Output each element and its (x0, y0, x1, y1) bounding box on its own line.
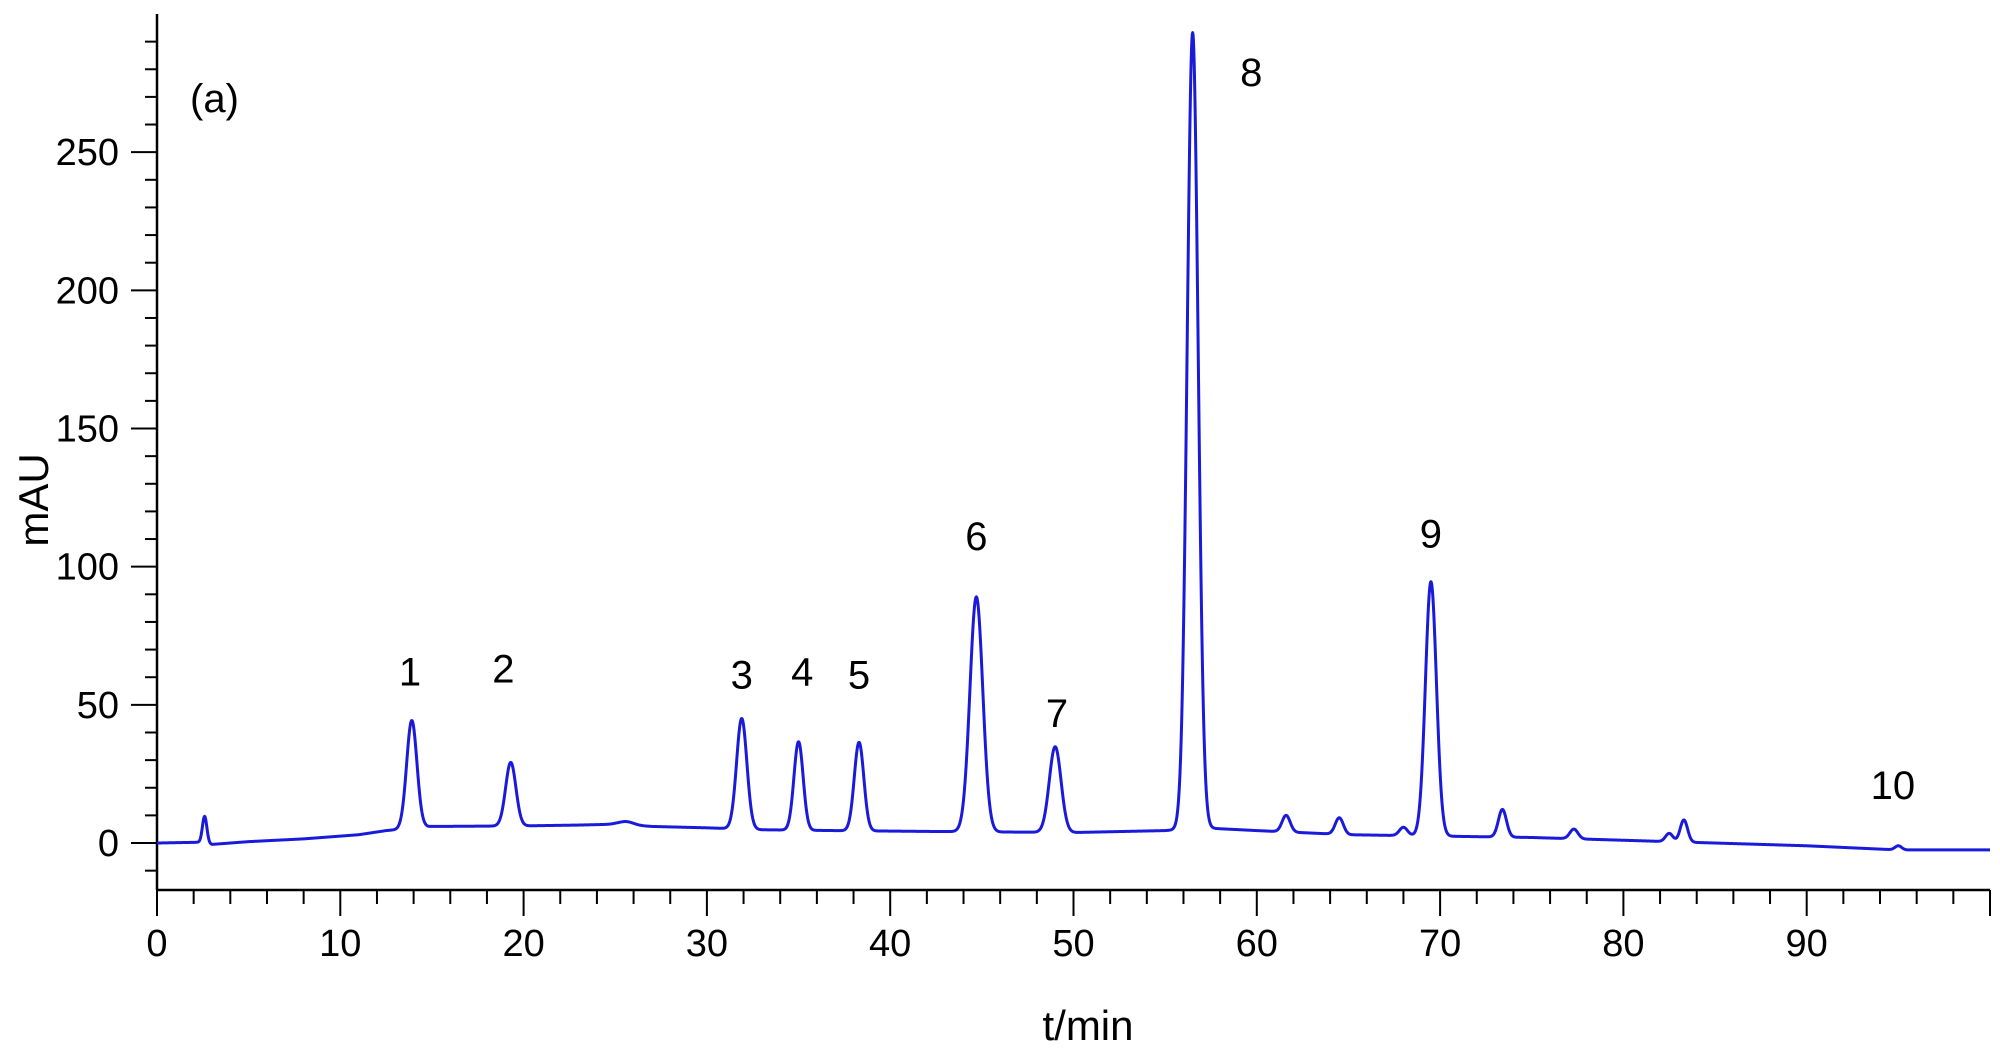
peak-labels: 1 2 3 4 5 6 7 8 9 10 (399, 51, 1915, 808)
y-tick-label: 200 (56, 270, 119, 312)
peak-label: 6 (965, 515, 987, 559)
x-axis-title: t/min (1042, 1002, 1133, 1049)
peak-label: 8 (1240, 51, 1262, 95)
x-tick-label: 20 (502, 923, 544, 965)
x-tick-label: 70 (1419, 923, 1461, 965)
x-tick-label: 50 (1052, 923, 1094, 965)
peak-label: 3 (731, 653, 753, 697)
x-tick-label: 90 (1786, 923, 1828, 965)
peak-label: 10 (1871, 764, 1916, 808)
y-tick-label: 150 (56, 409, 119, 451)
y-axis-title: mAU (10, 453, 57, 546)
x-tick-label: 80 (1602, 923, 1644, 965)
y-tick-label: 50 (77, 685, 119, 727)
axes: 0 10 20 30 40 50 60 70 80 90 0 50 100 150 200 250 (56, 14, 1991, 965)
x-tick-label: 0 (146, 923, 167, 965)
peak-label: 9 (1420, 512, 1442, 556)
x-tick-label: 40 (869, 923, 911, 965)
x-tick-label: 10 (319, 923, 361, 965)
x-tick-label: 60 (1236, 923, 1278, 965)
y-tick-label: 100 (56, 547, 119, 589)
peak-label: 4 (791, 651, 813, 695)
peak-label: 5 (848, 653, 870, 697)
trace-layer (155, 31, 1992, 852)
panel-label: (a) (190, 77, 239, 121)
y-tick-label: 250 (56, 132, 119, 174)
x-tick-label: 30 (686, 923, 728, 965)
peak-label: 2 (492, 648, 514, 692)
peak-label: 7 (1046, 692, 1068, 736)
chromatogram-trace (155, 31, 1992, 852)
peak-label: 1 (399, 651, 421, 695)
y-tick-label: 0 (98, 823, 119, 865)
